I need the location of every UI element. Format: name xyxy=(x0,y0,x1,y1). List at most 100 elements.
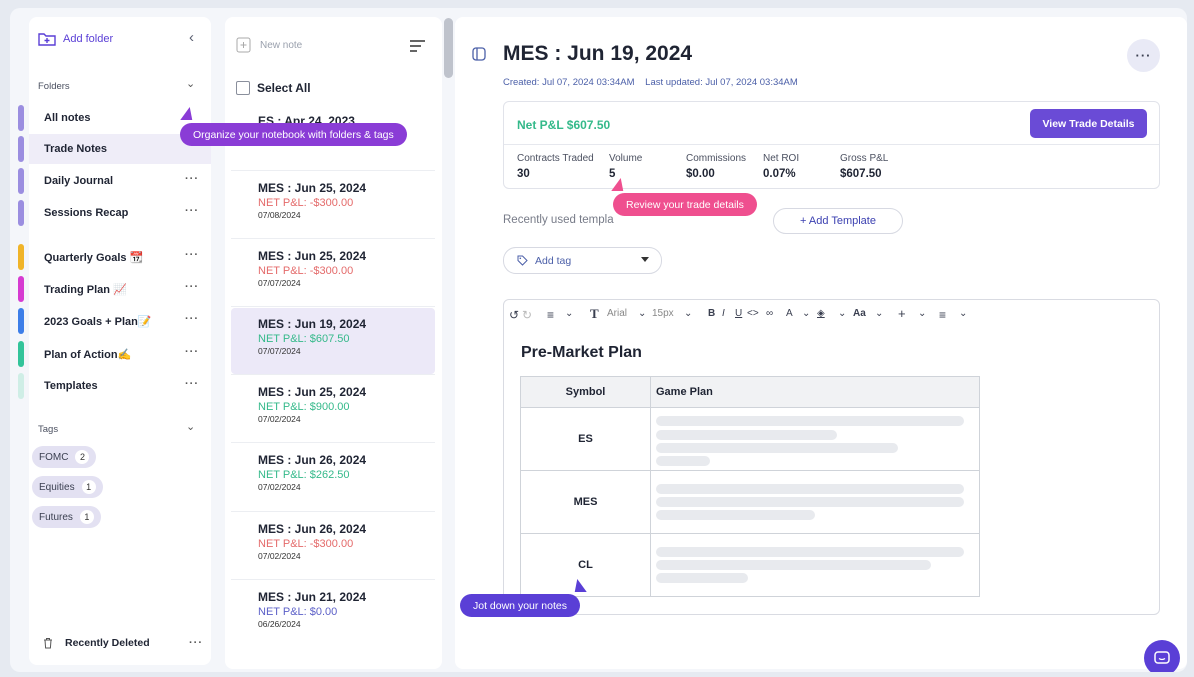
game-plan-table[interactable]: Symbol Game Plan ES MES xyxy=(520,376,980,597)
folders-heading: Folders xyxy=(38,81,70,92)
more-icon[interactable]: ··· xyxy=(189,637,203,649)
note-list-item[interactable]: MES : Jun 25, 2024 NET P&L: -$300.00 07/07… xyxy=(231,240,435,306)
symbol-cell[interactable]: CL xyxy=(520,533,651,597)
folder-plus-icon xyxy=(38,33,56,46)
note-list-item[interactable]: MES : Jun 19, 2024 NET P&L: $607.50 07/07/… xyxy=(231,308,435,374)
sidebar-toggle-icon[interactable] xyxy=(472,47,486,61)
trash-icon xyxy=(44,638,52,649)
select-all-checkbox[interactable]: Select All xyxy=(236,81,311,95)
folder-item[interactable]: Templates ··· xyxy=(18,371,211,401)
note-pnl: NET P&L: $262.50 xyxy=(258,469,350,481)
folder-item[interactable]: 2023 Goals + Plan📝 ··· xyxy=(18,306,211,336)
chevron-down-icon[interactable]: ⌄ xyxy=(918,308,927,319)
tag-equities[interactable]: Equities 1 xyxy=(32,476,103,498)
tags-heading: Tags xyxy=(38,424,59,435)
undo-icon[interactable]: ↺ xyxy=(509,308,520,322)
chevron-down-icon[interactable]: ⌄ xyxy=(802,308,811,319)
chevron-down-icon[interactable]: ⌄ xyxy=(684,308,693,319)
folder-item[interactable]: Plan of Action✍️ ··· xyxy=(18,339,211,369)
folder-item[interactable]: All notes xyxy=(18,103,211,133)
chevron-down-icon[interactable]: ⌄ xyxy=(875,308,884,319)
font-color-icon[interactable]: A xyxy=(786,308,793,319)
align-icon[interactable]: ≡ xyxy=(547,308,555,322)
folder-item[interactable]: Daily Journal ··· xyxy=(18,166,211,196)
chevron-down-icon[interactable]: ⌄ xyxy=(959,308,968,319)
tooltip-jot: Jot down your notes xyxy=(460,594,580,617)
insert-button[interactable]: + xyxy=(898,306,906,321)
recently-deleted-item[interactable]: Recently Deleted ··· xyxy=(43,637,203,649)
chat-support-button[interactable] xyxy=(1144,640,1180,672)
more-icon[interactable]: ··· xyxy=(185,313,199,325)
collapse-chevron-icon[interactable]: ‹ xyxy=(189,29,194,46)
font-size-select[interactable]: 15px xyxy=(652,308,674,319)
chevron-down-icon[interactable]: ⌄ xyxy=(638,308,647,319)
text-case-button[interactable]: Aa xyxy=(853,308,866,319)
italic-button[interactable]: I xyxy=(722,308,725,319)
view-trade-details-button[interactable]: View Trade Details xyxy=(1030,109,1147,138)
note-list-item[interactable]: MES : Jun 26, 2024 NET P&L: $262.50 07/02/… xyxy=(231,444,435,510)
note-title: MES : Jun 25, 2024 xyxy=(258,249,367,263)
note-title[interactable]: MES : Jun 19, 2024 xyxy=(503,42,693,65)
symbol-cell[interactable]: ES xyxy=(520,407,651,471)
note-title: MES : Jun 25, 2024 xyxy=(258,385,367,399)
folders-chevron-down-icon[interactable]: ⌄ xyxy=(186,78,196,90)
sort-icon[interactable] xyxy=(409,40,426,52)
tags-chevron-down-icon[interactable]: ⌄ xyxy=(186,421,196,433)
placeholder-line xyxy=(656,484,964,494)
highlight-icon[interactable]: ◈ xyxy=(817,308,825,319)
link-icon[interactable]: ∞ xyxy=(766,308,774,319)
code-icon[interactable]: <> xyxy=(747,308,759,319)
rich-text-editor[interactable]: ↺ ↻ ≡ ⌄ T Arial ⌄ 15px ⌄ B I U <> ∞ A ⌄ … xyxy=(503,299,1160,615)
chevron-down-icon[interactable]: ⌄ xyxy=(838,308,847,319)
add-tag-select[interactable]: Add tag xyxy=(503,247,662,274)
chevron-down-icon[interactable]: ⌄ xyxy=(565,308,574,319)
more-icon[interactable]: ··· xyxy=(185,346,199,358)
new-note-button[interactable]: New note xyxy=(236,37,302,53)
chat-icon xyxy=(1154,650,1170,664)
add-template-button[interactable]: + Add Template xyxy=(773,208,903,234)
note-pnl: NET P&L: $0.00 xyxy=(258,606,338,618)
more-icon[interactable]: ··· xyxy=(185,173,199,185)
add-folder-button[interactable]: Add folder xyxy=(38,32,113,46)
note-list-item[interactable]: MES : Jun 21, 2024 NET P&L: $0.00 06/26/20… xyxy=(231,581,435,647)
folder-item[interactable]: Trading Plan 📈 ··· xyxy=(18,274,211,304)
folder-label: 2023 Goals + Plan📝 xyxy=(44,315,152,328)
game-plan-cell[interactable] xyxy=(650,533,980,597)
game-plan-cell[interactable] xyxy=(650,470,980,534)
note-list-item[interactable]: MES : Jun 25, 2024 NET P&L: -$300.00 07/08… xyxy=(231,172,435,238)
tag-fomc[interactable]: FOMC 2 xyxy=(32,446,97,468)
notes-scrollbar[interactable] xyxy=(444,18,453,78)
placeholder-line xyxy=(656,510,815,520)
note-date: 07/02/2024 xyxy=(258,414,301,424)
symbol-cell[interactable]: MES xyxy=(520,470,651,534)
redo-icon[interactable]: ↻ xyxy=(522,308,533,322)
more-icon[interactable]: ··· xyxy=(185,249,199,261)
underline-button[interactable]: U xyxy=(735,308,743,319)
folder-item[interactable]: Sessions Recap ··· xyxy=(18,198,211,228)
tag-count: 1 xyxy=(79,510,94,524)
notes-list-panel: New note Select All ES : Apr 24, 202307/… xyxy=(225,17,442,669)
tag-futures[interactable]: Futures 1 xyxy=(32,506,101,528)
alignment-icon[interactable]: ≡ xyxy=(939,308,947,322)
note-list-item[interactable]: MES : Jun 26, 2024 NET P&L: -$300.00 07/02… xyxy=(231,513,435,579)
divider xyxy=(231,579,435,580)
placeholder-line xyxy=(656,443,898,453)
more-icon[interactable]: ··· xyxy=(185,378,199,390)
folder-item[interactable]: Quarterly Goals 📆 ··· xyxy=(18,242,211,272)
game-plan-cell[interactable] xyxy=(650,407,980,471)
app-frame: Add folder ‹ Folders ⌄ All notes Trade No… xyxy=(10,8,1187,672)
recently-deleted-label: Recently Deleted xyxy=(65,637,150,649)
bold-button[interactable]: B xyxy=(708,308,716,319)
folder-label: Plan of Action✍️ xyxy=(44,348,132,361)
more-icon[interactable]: ··· xyxy=(185,281,199,293)
table-row: ES xyxy=(520,407,980,471)
note-list-item[interactable]: MES : Jun 25, 2024 NET P&L: $900.00 07/02/… xyxy=(231,376,435,442)
table-header-game-plan: Game Plan xyxy=(650,376,980,408)
plan-heading[interactable]: Pre-Market Plan xyxy=(521,344,642,361)
folder-label: Templates xyxy=(44,380,98,392)
font-select[interactable]: Arial xyxy=(607,308,628,319)
more-options-button[interactable]: ··· xyxy=(1127,39,1160,72)
more-icon[interactable]: ··· xyxy=(185,205,199,217)
divider xyxy=(504,144,1159,145)
text-type-icon[interactable]: T xyxy=(590,306,599,321)
